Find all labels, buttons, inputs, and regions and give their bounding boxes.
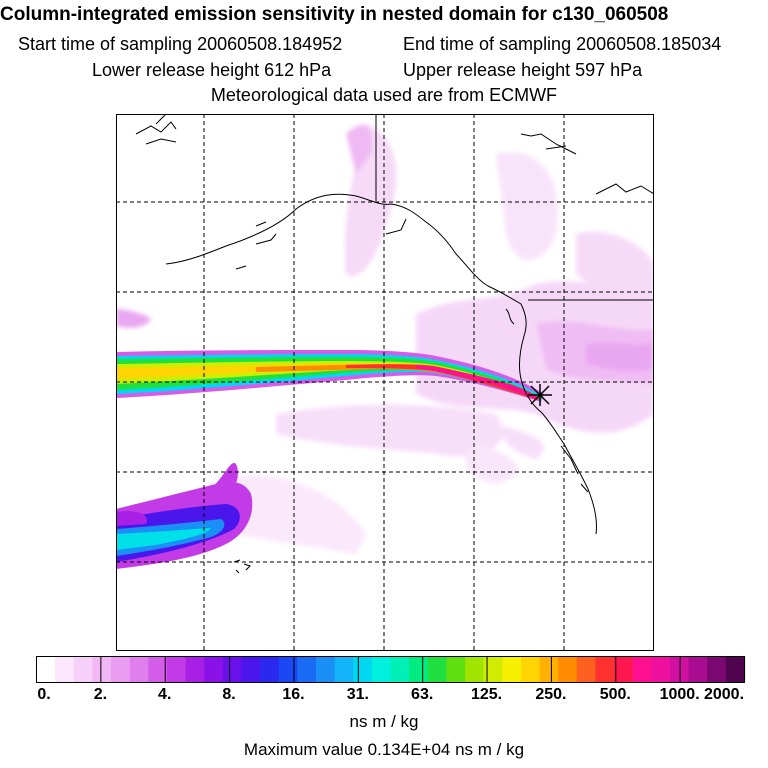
colorbar-label: 250.: [535, 686, 567, 703]
colorbar-label: 63.: [411, 686, 434, 703]
colorbar-cell: [520, 656, 541, 683]
colorbar-cell: [576, 656, 597, 683]
colorbar: [36, 656, 746, 683]
map-frame: [116, 114, 654, 651]
colorbar-cell: [353, 656, 373, 683]
colorbar-cell: [148, 656, 168, 683]
colorbar-cell: [297, 656, 317, 683]
colorbar-tick-marks: [100, 656, 681, 683]
colorbar-label: 16.: [282, 686, 305, 703]
start-time: Start time of sampling 20060508.184952: [18, 34, 343, 54]
colorbar-frame: [36, 656, 745, 683]
colorbar-label: 4.: [158, 686, 172, 703]
colorbar-label: 1000.: [659, 686, 700, 703]
colorbar-cell: [409, 656, 429, 683]
colorbar-label: 2.: [93, 686, 108, 703]
colorbar-cell: [614, 656, 634, 683]
met-data-source: Meteorological data used are from ECMWF: [210, 85, 558, 105]
colorbar-label: 125.: [470, 686, 503, 703]
colorbar-cell: [688, 656, 708, 683]
release-location-marker: [528, 384, 552, 406]
end-time: End time of sampling 20060508.185034: [403, 34, 722, 54]
colorbar-cell: [446, 656, 466, 683]
colorbar-cells: [36, 656, 746, 683]
colorbar-cell: [111, 656, 131, 683]
grid-lines: [116, 114, 654, 651]
colorbar-cell: [707, 656, 727, 683]
maximum-value: Maximum value 0.134E+04 ns m / kg: [243, 740, 525, 759]
colorbar-cell: [595, 656, 615, 683]
colorbar-label: 31.: [346, 686, 369, 703]
colorbar-cell: [55, 656, 75, 683]
colorbar-cell: [651, 656, 671, 683]
colorbar-label: 0.: [37, 686, 51, 703]
colorbar-cell: [166, 656, 187, 683]
colorbar-label: 8.: [222, 686, 236, 703]
colorbar-cell: [241, 656, 261, 683]
colorbar-cell: [465, 656, 485, 683]
colorbar-cell: [632, 656, 652, 683]
colorbar-cell: [371, 656, 392, 683]
colorbar-cell: [92, 656, 112, 683]
colorbar-cell: [669, 656, 690, 683]
colorbar-cell: [427, 656, 447, 683]
southwest-plume: [116, 463, 253, 569]
plot-title: Column-integrated emission sensitivity i…: [0, 4, 669, 25]
colorbar-label: 2000.: [703, 686, 745, 703]
sensitivity-map: [116, 114, 654, 651]
upper-release-height: Upper release height 597 hPa: [403, 60, 643, 80]
colorbar-cell: [129, 656, 149, 683]
colorbar-cell: [334, 656, 354, 683]
colorbar-cell: [725, 656, 746, 683]
low-sensitivity-haze: [116, 124, 654, 554]
colorbar-cell: [483, 656, 503, 683]
colorbar-label: 500.: [599, 686, 631, 703]
colorbar-cell: [185, 656, 205, 683]
colorbar-cell: [502, 656, 522, 683]
colorbar-cell: [222, 656, 243, 683]
domain-boundaries: [375, 114, 654, 301]
lower-release-height: Lower release height 612 hPa: [92, 60, 332, 80]
colorbar-cell: [315, 656, 336, 683]
colorbar-cell: [73, 656, 93, 683]
colorbar-cell: [278, 656, 298, 683]
colorbar-cell: [539, 656, 559, 683]
colorbar-cell: [204, 656, 224, 683]
colorbar-cell: [36, 656, 56, 683]
colorbar-cell: [390, 656, 410, 683]
colorbar-units: ns m / kg: [349, 712, 419, 731]
colorbar-cell: [558, 656, 578, 683]
colorbar-cell: [260, 656, 280, 683]
